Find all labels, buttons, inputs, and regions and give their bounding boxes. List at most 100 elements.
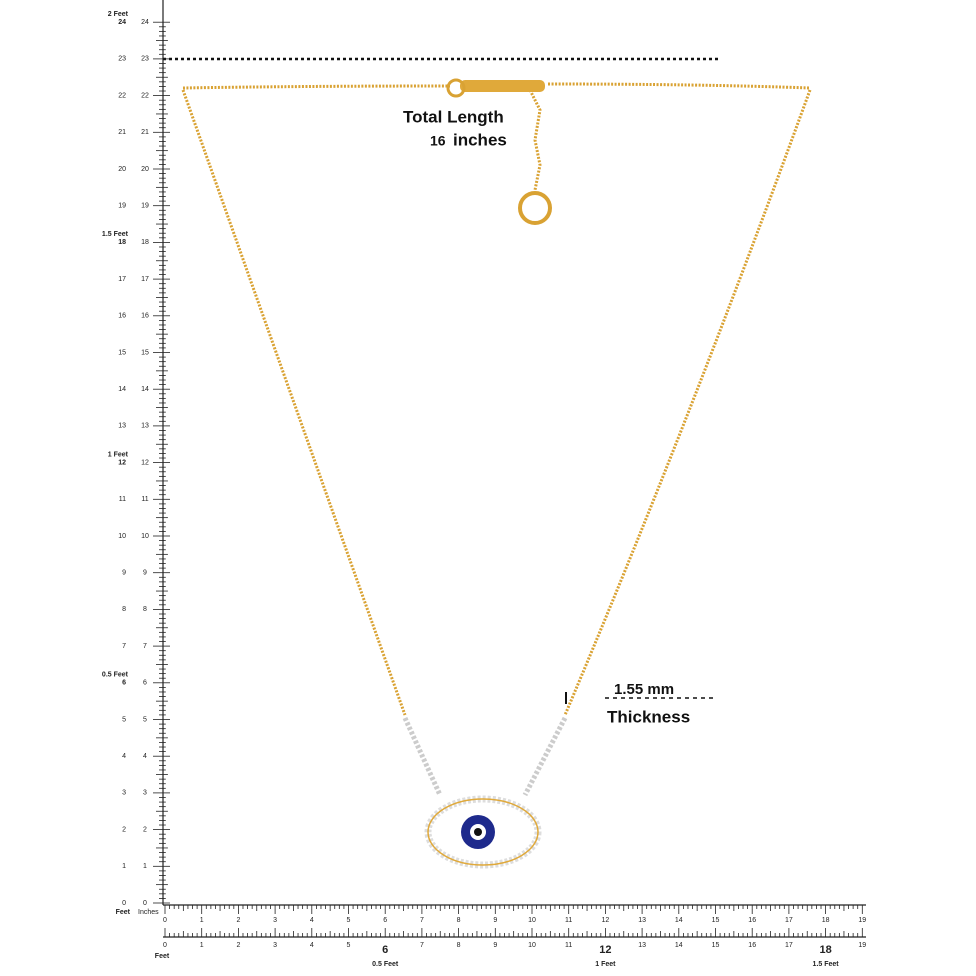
scale-label: 1 (200, 942, 204, 949)
inch-label: 12 (118, 459, 126, 466)
inch-label: 0 (163, 917, 167, 924)
feet-label: 0.5 Feet (102, 672, 129, 679)
inch-label: 10 (528, 917, 536, 924)
inch-label-inner: 8 (143, 606, 147, 613)
inch-label: 3 (273, 917, 277, 924)
inch-label-inner: 3 (143, 790, 147, 797)
charm (518, 191, 552, 225)
scale-label: 9 (493, 942, 497, 949)
inch-label-inner: 23 (141, 56, 149, 63)
unit-label: Feet (155, 953, 170, 960)
inch-label: 15 (118, 349, 126, 356)
thickness-value: 1.55 mm (614, 681, 674, 698)
inch-label: 1 (200, 917, 204, 924)
inch-label: 19 (858, 917, 866, 924)
feet-label: 1.5 Feet (102, 231, 129, 238)
length-unit: inches (453, 130, 507, 149)
inch-label: 8 (457, 917, 461, 924)
inch-label: 13 (118, 423, 126, 430)
inch-label-inner: 14 (141, 386, 149, 393)
inch-label: 1 (122, 863, 126, 870)
inch-label: 7 (420, 917, 424, 924)
inch-label: 13 (638, 917, 646, 924)
feet-label: 2 Feet (108, 11, 129, 18)
scale-label: 5 (347, 942, 351, 949)
scale-label: 2 (236, 942, 240, 949)
scale-label: 10 (528, 942, 536, 949)
inch-label: 19 (118, 203, 126, 210)
scale-label: 6 (382, 944, 388, 956)
pendant-bars (402, 716, 568, 797)
inch-label: 14 (675, 917, 683, 924)
inch-label-inner: 12 (141, 459, 149, 466)
inch-label: 18 (822, 917, 830, 924)
inch-label: 4 (122, 753, 126, 760)
inch-label-inner: 7 (143, 643, 147, 650)
feet-label: 0.5 Feet (372, 961, 399, 968)
scale-label: 3 (273, 942, 277, 949)
pendant-rim (427, 798, 539, 866)
scale-label: 12 (599, 944, 611, 956)
inch-label: 3 (122, 790, 126, 797)
inch-label-inner: 0 (143, 900, 147, 907)
inch-label-inner: 5 (143, 716, 147, 723)
scale-label: 15 (712, 942, 720, 949)
scale-label: 4 (310, 942, 314, 949)
inch-label: 9 (493, 917, 497, 924)
inch-label: 8 (122, 606, 126, 613)
inch-label-inner: 11 (141, 496, 148, 503)
inch-label: 9 (122, 570, 126, 577)
inch-label-inner: 9 (143, 570, 147, 577)
inch-label: 17 (785, 917, 793, 924)
total-length-label: Total Length (403, 107, 504, 126)
inch-label: 16 (118, 313, 126, 320)
inch-label-inner: 17 (141, 276, 149, 283)
inch-label: 14 (118, 386, 126, 393)
inch-label: 23 (118, 56, 126, 63)
inch-label-inner: 2 (143, 826, 147, 833)
scale-label: 13 (638, 942, 646, 949)
scale-label: 18 (819, 944, 831, 956)
unit-label: Feet (116, 909, 131, 916)
inch-label-inner: 24 (141, 19, 149, 26)
inch-label: 10 (118, 533, 126, 540)
scale-label: 11 (565, 942, 572, 949)
length-value: 16 (430, 133, 446, 149)
inch-label-inner: 10 (141, 533, 149, 540)
scale-label: 16 (748, 942, 756, 949)
scale-label: 8 (457, 942, 461, 949)
inch-label: 16 (748, 917, 756, 924)
inch-label: 0 (122, 900, 126, 907)
inch-label: 6 (122, 680, 126, 687)
thickness-label: Thickness (607, 707, 690, 726)
clasp-ring (446, 78, 466, 98)
scale-label: 14 (675, 942, 683, 949)
feet-label: 1 Feet (595, 961, 616, 968)
inch-label: 12 (602, 917, 610, 924)
inch-label: 4 (310, 917, 314, 924)
inch-label: 11 (565, 917, 572, 924)
necklace-chain (181, 82, 812, 716)
inch-label-inner: 16 (141, 313, 149, 320)
inch-label: 11 (119, 496, 126, 503)
feet-label: 1 Feet (108, 451, 129, 458)
inch-label: 17 (118, 276, 126, 283)
inch-label-inner: 6 (143, 680, 147, 687)
scale-label: 19 (858, 942, 866, 949)
inch-label-inner: 20 (141, 166, 149, 173)
inch-label-inner: 1 (143, 863, 147, 870)
scale-label: 0 (163, 942, 167, 949)
inch-label: 21 (118, 129, 126, 136)
inch-label: 18 (118, 239, 126, 246)
inch-label: 2 (236, 917, 240, 924)
scale-label: 7 (420, 942, 424, 949)
feet-label: 1.5 Feet (813, 961, 840, 968)
inch-label-inner: 19 (141, 203, 149, 210)
inch-label: 6 (383, 917, 387, 924)
inch-label: 22 (118, 92, 126, 99)
inch-label-inner: 13 (141, 423, 149, 430)
unit-label: Inches (138, 909, 159, 916)
inch-label: 5 (122, 716, 126, 723)
inch-label: 7 (122, 643, 126, 650)
inch-label: 20 (118, 166, 126, 173)
